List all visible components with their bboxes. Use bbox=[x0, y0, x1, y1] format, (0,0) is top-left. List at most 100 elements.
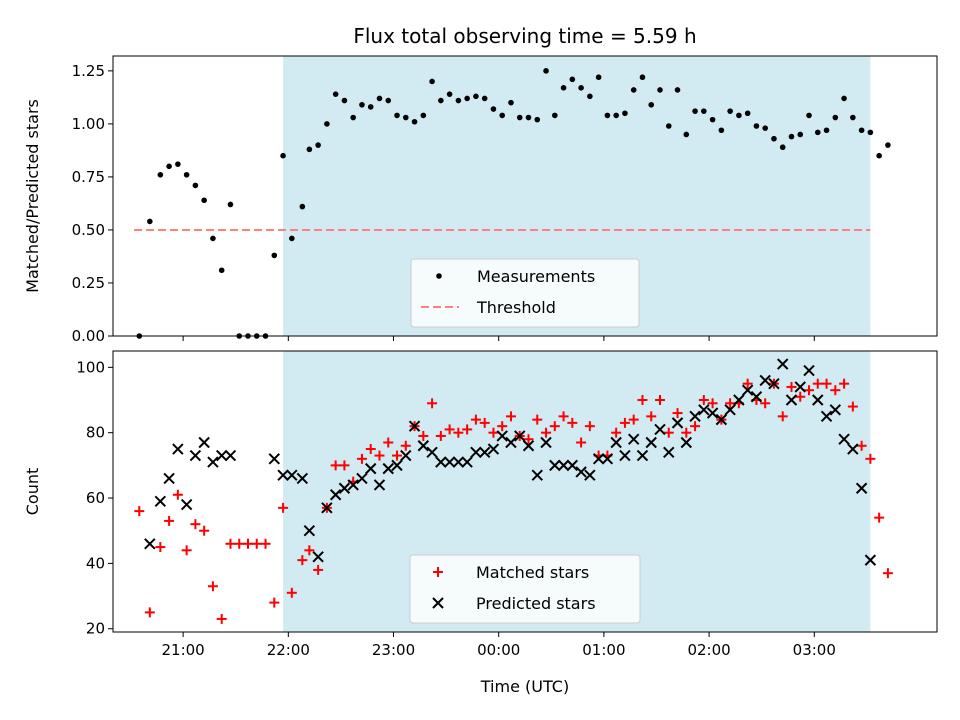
count-y-axis-label: Count bbox=[23, 468, 42, 516]
predicted-star-point bbox=[435, 456, 447, 468]
measurement-point bbox=[227, 201, 234, 208]
predicted-star-point bbox=[847, 443, 859, 455]
measurement-point bbox=[175, 161, 181, 167]
measurement-point bbox=[779, 144, 786, 151]
count-panel: Matched stars Predicted stars 20 40 60 80 10… bbox=[23, 350, 938, 696]
predicted-star-point bbox=[144, 538, 156, 550]
measurement-point bbox=[850, 114, 856, 121]
x-tick-label: 21:00 bbox=[162, 641, 205, 659]
measurement-point bbox=[569, 76, 576, 83]
count-axes-frame bbox=[112, 350, 938, 633]
measurement-point bbox=[271, 252, 278, 259]
measurement-point bbox=[604, 112, 611, 119]
measurement-point bbox=[657, 87, 663, 93]
legend-predicted-swatch bbox=[432, 597, 444, 609]
measurement-point bbox=[280, 152, 286, 159]
measurement-point bbox=[147, 218, 153, 225]
x-tick-label: 22:00 bbox=[267, 641, 310, 659]
x-axis-label: Time (UTC) bbox=[480, 677, 569, 696]
measurement-point bbox=[587, 93, 593, 100]
predicted-star-point bbox=[277, 469, 289, 481]
predicted-star-point bbox=[487, 443, 500, 455]
measurement-point bbox=[446, 91, 453, 97]
predicted-star-point bbox=[207, 456, 219, 468]
predicted-star-point bbox=[338, 482, 351, 494]
legend-threshold-label: Threshold bbox=[476, 298, 556, 317]
predicted-star-point bbox=[680, 436, 693, 449]
ratio-x-ticks bbox=[182, 336, 815, 341]
predicted-star-point bbox=[443, 456, 456, 468]
count-marks bbox=[134, 358, 893, 624]
measurement-point bbox=[299, 203, 306, 210]
predicted-star-point bbox=[373, 479, 386, 491]
predicted-star-point bbox=[864, 554, 877, 566]
measurement-point bbox=[367, 104, 374, 110]
x-tick-label: 23:00 bbox=[372, 641, 415, 659]
measurement-point bbox=[806, 112, 812, 119]
measurement-point bbox=[490, 106, 497, 112]
ratio-y-axis-label: Matched/Predicted stars bbox=[23, 99, 42, 293]
measurement-point bbox=[771, 135, 777, 142]
legend-measurements-swatch bbox=[436, 273, 442, 279]
predicted-star-point bbox=[154, 495, 167, 508]
legend-cross-marker bbox=[432, 597, 444, 609]
y-tick-label: 0.00 bbox=[72, 327, 105, 345]
x-tick-label: 00:00 bbox=[477, 641, 520, 659]
measurement-point bbox=[709, 116, 716, 123]
measurement-point bbox=[578, 85, 584, 91]
predicted-star-point bbox=[417, 440, 430, 452]
predicted-star-point bbox=[803, 364, 815, 377]
y-tick-label: 0.75 bbox=[72, 168, 105, 186]
measurement-point bbox=[324, 121, 330, 127]
predicted-star-point bbox=[601, 453, 614, 465]
predicted-star-point bbox=[557, 459, 570, 472]
legend-measurements-label: Measurements bbox=[477, 267, 595, 286]
predicted-star-point bbox=[575, 466, 587, 478]
predicted-star-point bbox=[671, 417, 684, 429]
measurement-point bbox=[674, 87, 681, 93]
predicted-star-point bbox=[452, 456, 465, 468]
ratio-panel: Measurements Threshold 0.00 0.25 0.50 0.75 1… bbox=[23, 24, 938, 345]
predicted-star-point bbox=[198, 436, 210, 449]
predicted-star-point bbox=[812, 394, 824, 406]
measurement-point bbox=[788, 133, 795, 140]
measurement-point bbox=[630, 87, 637, 93]
measurement-point bbox=[455, 97, 462, 104]
measurement-point bbox=[753, 123, 760, 129]
measurement-point bbox=[736, 112, 742, 119]
measurement-point bbox=[613, 112, 619, 119]
measurement-point bbox=[481, 95, 488, 102]
legend-frame bbox=[409, 554, 641, 624]
predicted-star-point bbox=[303, 525, 316, 537]
predicted-star-point bbox=[347, 479, 359, 491]
predicted-star-point bbox=[724, 404, 736, 416]
predicted-star-point bbox=[785, 394, 798, 406]
predicted-star-point bbox=[592, 453, 605, 465]
predicted-star-point bbox=[329, 489, 342, 501]
predicted-star-point bbox=[531, 469, 543, 481]
y-tick-label: 0.50 bbox=[72, 221, 105, 239]
measurement-point bbox=[464, 95, 470, 102]
predicted-star-point bbox=[829, 404, 842, 416]
predicted-star-point bbox=[365, 462, 377, 475]
measurement-point bbox=[359, 101, 365, 108]
legend-matched-label: Matched stars bbox=[476, 563, 589, 582]
predicted-star-point bbox=[636, 449, 649, 462]
predicted-star-point bbox=[654, 423, 666, 436]
predicted-star-point bbox=[321, 502, 333, 514]
measurement-point bbox=[560, 85, 567, 91]
predicted-star-point bbox=[549, 459, 561, 472]
predicted-star-point bbox=[627, 433, 640, 445]
predicted-star-point bbox=[514, 430, 526, 442]
measurement-point bbox=[744, 110, 751, 117]
predicted-star-point bbox=[610, 436, 622, 449]
predicted-star-point bbox=[698, 404, 710, 416]
predicted-star-point bbox=[408, 420, 421, 432]
predicted-star-point bbox=[733, 394, 745, 406]
y-tick-label: 100 bbox=[76, 358, 105, 376]
measurement-point bbox=[516, 114, 523, 121]
measurement-point bbox=[192, 182, 199, 189]
measurement-point bbox=[376, 95, 383, 102]
x-tick-label: 01:00 bbox=[582, 641, 625, 659]
